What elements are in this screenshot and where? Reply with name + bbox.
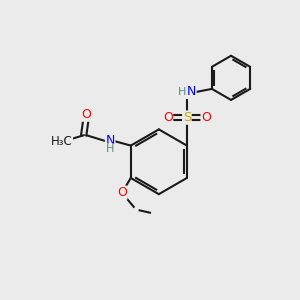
Text: S: S bbox=[183, 111, 191, 124]
Text: O: O bbox=[82, 108, 92, 121]
Text: H: H bbox=[178, 87, 187, 97]
Text: N: N bbox=[106, 134, 115, 147]
Text: O: O bbox=[201, 111, 211, 124]
Text: H₃C: H₃C bbox=[51, 135, 73, 148]
Text: O: O bbox=[163, 111, 173, 124]
Text: O: O bbox=[117, 186, 127, 199]
Text: H: H bbox=[106, 144, 114, 154]
Text: N: N bbox=[187, 85, 196, 98]
